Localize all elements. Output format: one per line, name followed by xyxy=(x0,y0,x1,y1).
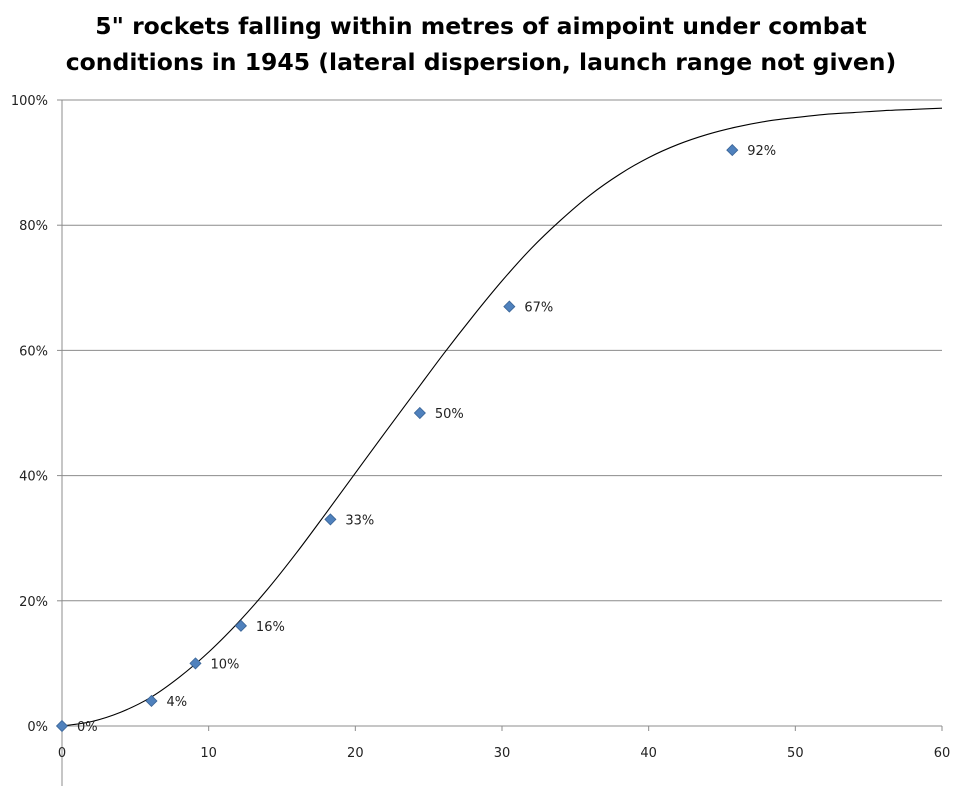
x-tick-label-2: 20 xyxy=(347,746,364,761)
data-label-0-3: 16% xyxy=(256,620,285,635)
data-label-0-2: 10% xyxy=(210,657,239,672)
data-label-0-5: 50% xyxy=(435,407,464,422)
data-point-0-4 xyxy=(324,513,337,526)
fit-curve xyxy=(61,107,943,727)
data-point-0-0 xyxy=(55,719,69,733)
x-tick-label-5: 50 xyxy=(787,746,804,761)
y-tick-label-3: 60% xyxy=(19,344,48,359)
data-point-0-6 xyxy=(503,300,516,313)
chart-title-line-1: 5" rockets falling within metres of aimp… xyxy=(95,12,867,40)
data-label-0-7: 92% xyxy=(747,144,776,159)
tick-labels: 0% 20% 40% 60% 80% 100% 0 10 20 30 40 50 60 xyxy=(11,94,950,761)
x-tick-label-3: 30 xyxy=(494,746,511,761)
y-tick-label-0: 0% xyxy=(27,720,48,735)
data-label-0-4: 33% xyxy=(345,513,374,528)
x-tick-label-4: 40 xyxy=(640,746,657,761)
x-tick-label-6: 60 xyxy=(934,746,951,761)
y-tick-label-2: 40% xyxy=(19,470,48,485)
data-label-0-6: 67% xyxy=(524,301,553,316)
data-markers xyxy=(55,144,739,733)
data-labels: 0% 4% 10% 16% 33% 50% 67% 92% xyxy=(77,144,776,735)
y-tick-label-4: 80% xyxy=(19,219,48,234)
chart-title-line-2: conditions in 1945 (lateral dispersion, … xyxy=(65,48,897,76)
x-tick-label-0: 0 xyxy=(58,746,66,761)
data-label-0-0: 0% xyxy=(77,720,98,735)
y-tick-label-5: 100% xyxy=(11,94,48,109)
data-point-0-3 xyxy=(234,619,247,632)
data-point-0-1 xyxy=(145,694,158,708)
data-point-0-7 xyxy=(726,144,739,157)
data-label-0-1: 4% xyxy=(166,695,187,710)
data-point-0-5 xyxy=(413,406,426,420)
fit-curve-layer xyxy=(61,107,943,727)
grid-lines xyxy=(62,99,942,602)
chart-title: 5" rockets falling within metres of aimp… xyxy=(0,8,962,80)
y-tick-label-1: 20% xyxy=(19,595,48,610)
x-tick-label-1: 10 xyxy=(200,746,217,761)
axes xyxy=(57,99,943,786)
data-point-0-2 xyxy=(189,657,202,670)
